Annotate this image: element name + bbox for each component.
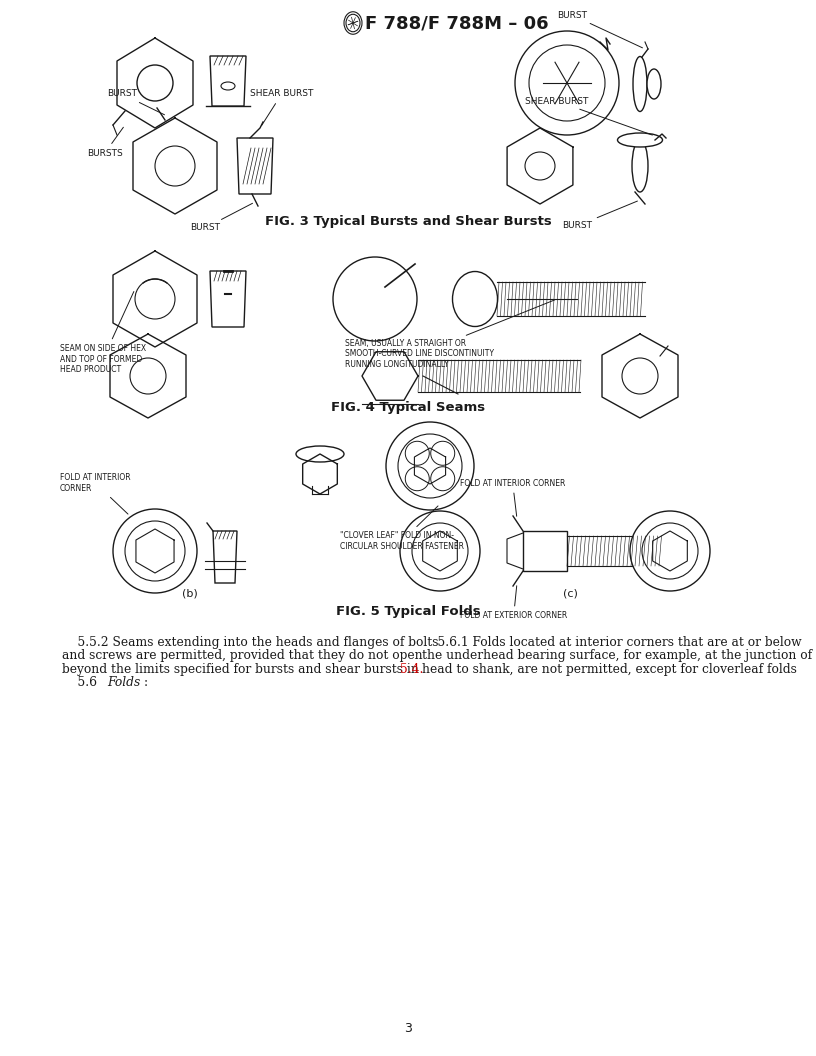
Ellipse shape xyxy=(296,446,344,463)
Circle shape xyxy=(386,422,474,510)
Circle shape xyxy=(529,45,605,121)
Polygon shape xyxy=(117,38,193,128)
Text: and screws are permitted, provided that they do not open: and screws are permitted, provided that … xyxy=(62,649,423,662)
Polygon shape xyxy=(418,360,580,392)
Circle shape xyxy=(333,257,417,341)
Circle shape xyxy=(642,523,698,579)
Polygon shape xyxy=(602,334,678,418)
Polygon shape xyxy=(210,271,246,327)
Circle shape xyxy=(406,467,429,491)
Circle shape xyxy=(431,467,455,491)
Ellipse shape xyxy=(137,65,173,101)
Text: BURSTS: BURSTS xyxy=(87,128,123,157)
Text: 5.6: 5.6 xyxy=(62,677,101,690)
Text: BURST: BURST xyxy=(107,90,165,115)
Ellipse shape xyxy=(647,69,661,99)
Text: 3: 3 xyxy=(404,1021,412,1035)
Text: SEAM, USUALLY A STRAIGHT OR
SMOOTH-CURVED LINE DISCONTINUITY
RUNNING LONGITUDINA: SEAM, USUALLY A STRAIGHT OR SMOOTH-CURVE… xyxy=(345,300,554,369)
Text: F 788/F 788M – 06: F 788/F 788M – 06 xyxy=(365,14,548,32)
Text: "CLOVER LEAF" FOLD IN NON-
CIRCULAR SHOULDER FASTENER: "CLOVER LEAF" FOLD IN NON- CIRCULAR SHOU… xyxy=(340,506,464,550)
Text: FOLD AT EXTERIOR CORNER: FOLD AT EXTERIOR CORNER xyxy=(460,586,567,621)
Text: SHEAR BURST: SHEAR BURST xyxy=(250,90,313,126)
Polygon shape xyxy=(133,118,217,214)
Ellipse shape xyxy=(453,271,498,326)
Ellipse shape xyxy=(632,140,648,192)
Polygon shape xyxy=(110,334,186,418)
Polygon shape xyxy=(303,454,337,494)
Circle shape xyxy=(125,521,185,581)
Polygon shape xyxy=(423,531,457,571)
Text: 5.4.: 5.4. xyxy=(400,663,424,676)
Text: BURST: BURST xyxy=(562,201,637,230)
Circle shape xyxy=(515,31,619,135)
Text: FIG. 3 Typical Bursts and Shear Bursts: FIG. 3 Typical Bursts and Shear Bursts xyxy=(264,214,552,227)
Text: BURST: BURST xyxy=(557,11,642,48)
Ellipse shape xyxy=(622,358,658,394)
Text: beyond the limits specified for bursts and shear bursts in: beyond the limits specified for bursts a… xyxy=(62,663,423,676)
Text: (c): (c) xyxy=(562,589,578,599)
Text: FIG. 4 Typical Seams: FIG. 4 Typical Seams xyxy=(331,401,485,415)
Text: FIG. 5 Typical Folds: FIG. 5 Typical Folds xyxy=(335,604,481,618)
Ellipse shape xyxy=(130,358,166,394)
Text: BURST: BURST xyxy=(190,204,252,232)
Polygon shape xyxy=(523,531,567,571)
Circle shape xyxy=(400,511,480,591)
Text: 5.5.2 Seams extending into the heads and flanges of bolts: 5.5.2 Seams extending into the heads and… xyxy=(62,636,438,649)
Polygon shape xyxy=(567,536,660,566)
Ellipse shape xyxy=(633,57,647,112)
Circle shape xyxy=(406,441,429,466)
Polygon shape xyxy=(497,282,645,316)
Ellipse shape xyxy=(221,82,235,90)
Polygon shape xyxy=(507,128,573,204)
Ellipse shape xyxy=(525,152,555,180)
Circle shape xyxy=(431,441,455,466)
Polygon shape xyxy=(507,533,523,569)
Polygon shape xyxy=(210,56,246,106)
Ellipse shape xyxy=(618,133,663,147)
Circle shape xyxy=(630,511,710,591)
Polygon shape xyxy=(415,448,446,484)
Polygon shape xyxy=(136,529,174,573)
Text: head to shank, are not permitted, except for cloverleaf folds: head to shank, are not permitted, except… xyxy=(422,663,797,676)
Text: (b): (b) xyxy=(182,589,197,599)
Polygon shape xyxy=(653,531,687,571)
Text: the underhead bearing surface, for example, at the junction of: the underhead bearing surface, for examp… xyxy=(422,649,812,662)
Circle shape xyxy=(398,434,462,498)
Text: Folds: Folds xyxy=(107,677,140,690)
Text: FOLD AT INTERIOR CORNER: FOLD AT INTERIOR CORNER xyxy=(460,478,565,516)
Text: FOLD AT INTERIOR
CORNER: FOLD AT INTERIOR CORNER xyxy=(60,473,131,514)
Circle shape xyxy=(113,509,197,593)
Polygon shape xyxy=(362,352,418,400)
Polygon shape xyxy=(213,531,237,583)
Ellipse shape xyxy=(155,146,195,186)
Polygon shape xyxy=(113,251,197,347)
Polygon shape xyxy=(237,138,273,194)
Circle shape xyxy=(412,523,468,579)
Ellipse shape xyxy=(135,279,175,319)
Text: SEAM ON SIDE OF HEX
AND TOP OF FORMED
HEAD PRODUCT: SEAM ON SIDE OF HEX AND TOP OF FORMED HE… xyxy=(60,291,146,374)
Text: :: : xyxy=(144,677,149,690)
Text: SHEAR BURST: SHEAR BURST xyxy=(525,96,652,135)
Text: 5.6.1 Folds located at interior corners that are at or below: 5.6.1 Folds located at interior corners … xyxy=(422,636,801,649)
